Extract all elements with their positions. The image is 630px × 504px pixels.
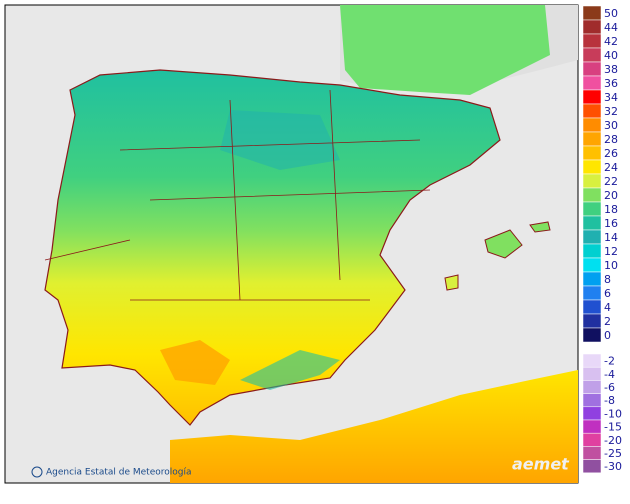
legend-swatch: [582, 187, 602, 203]
legend-label: 34: [604, 91, 618, 104]
sierra-cool: [240, 350, 340, 390]
aemet-logo: aemet: [512, 455, 570, 474]
legend-swatch: [582, 75, 602, 91]
agency-name: Agencia Estatal de Meteorología: [46, 468, 192, 478]
legend-label: -4: [604, 368, 615, 381]
legend-label: 24: [604, 161, 618, 174]
legend-swatch: [582, 257, 602, 273]
legend-swatch: [582, 229, 602, 245]
legend-swatch: [582, 446, 602, 460]
legend-label: -2: [604, 355, 615, 368]
legend-label: -8: [604, 394, 615, 407]
legend-label: -6: [604, 381, 615, 394]
legend-label: -25: [604, 447, 622, 460]
legend-label: 44: [604, 21, 618, 34]
legend-label: 2: [604, 315, 611, 328]
legend: 5044424038363432302826242220181614121086…: [582, 5, 622, 474]
legend-swatch: [582, 313, 602, 329]
legend-label: 26: [604, 147, 618, 160]
menorca: [529, 221, 551, 233]
legend-swatch: [582, 159, 602, 175]
legend-swatch: [582, 173, 602, 189]
legend-swatch: [582, 299, 602, 315]
legend-swatch: [582, 393, 602, 408]
legend-label: -15: [604, 421, 622, 434]
legend-swatch: [582, 5, 602, 21]
legend-swatch: [582, 131, 602, 147]
legend-label: 4: [604, 301, 611, 314]
mallorca: [484, 229, 523, 259]
borders: [44, 89, 431, 301]
legend-label: 38: [604, 63, 618, 76]
legend-label: 30: [604, 119, 618, 132]
legend-label: 16: [604, 217, 618, 230]
legend-label: 12: [604, 245, 618, 258]
legend-swatch: [582, 19, 602, 35]
legend-swatch: [582, 89, 602, 105]
france-temps: [340, 5, 550, 95]
legend-swatch: [582, 285, 602, 301]
legend-label: 22: [604, 175, 618, 188]
legend-label: 40: [604, 49, 618, 62]
legend-label: 10: [604, 259, 618, 272]
legend-label: 50: [604, 7, 618, 20]
legend-label: -30: [604, 460, 622, 473]
legend-swatch: [582, 380, 602, 394]
meseta-cool: [220, 110, 340, 170]
legend-label: 32: [604, 105, 618, 118]
legend-swatch: [582, 327, 602, 343]
legend-swatch: [582, 419, 602, 434]
legend-swatch: [582, 103, 602, 119]
legend-swatch: [582, 33, 602, 49]
africa: [170, 370, 578, 483]
legend-swatch: [582, 353, 602, 368]
legend-swatch: [582, 61, 602, 77]
legend-label: 42: [604, 35, 618, 48]
legend-label: 18: [604, 203, 618, 216]
legend-label: -20: [604, 434, 622, 447]
legend-swatch: [582, 145, 602, 161]
ibiza: [444, 274, 459, 291]
legend-swatch: [582, 432, 602, 447]
guadalquivir-warm: [160, 340, 230, 385]
legend-swatch: [582, 243, 602, 259]
legend-swatch: [582, 215, 602, 231]
legend-label: 36: [604, 77, 618, 90]
legend-swatch: [582, 201, 602, 217]
legend-label: 28: [604, 133, 618, 146]
legend-swatch: [582, 406, 602, 421]
legend-label: 14: [604, 231, 618, 244]
legend-swatch: [582, 117, 602, 133]
legend-label: 6: [604, 287, 611, 300]
legend-label: -10: [604, 407, 622, 420]
legend-swatch: [582, 459, 602, 474]
legend-label: 0: [604, 329, 611, 342]
legend-label: 20: [604, 189, 618, 202]
legend-label: 8: [604, 273, 611, 286]
iberia: [44, 69, 501, 426]
logo-icon: [31, 466, 43, 478]
legend-swatch: [582, 271, 602, 287]
legend-swatch: [582, 47, 602, 63]
legend-swatch: [582, 366, 602, 381]
